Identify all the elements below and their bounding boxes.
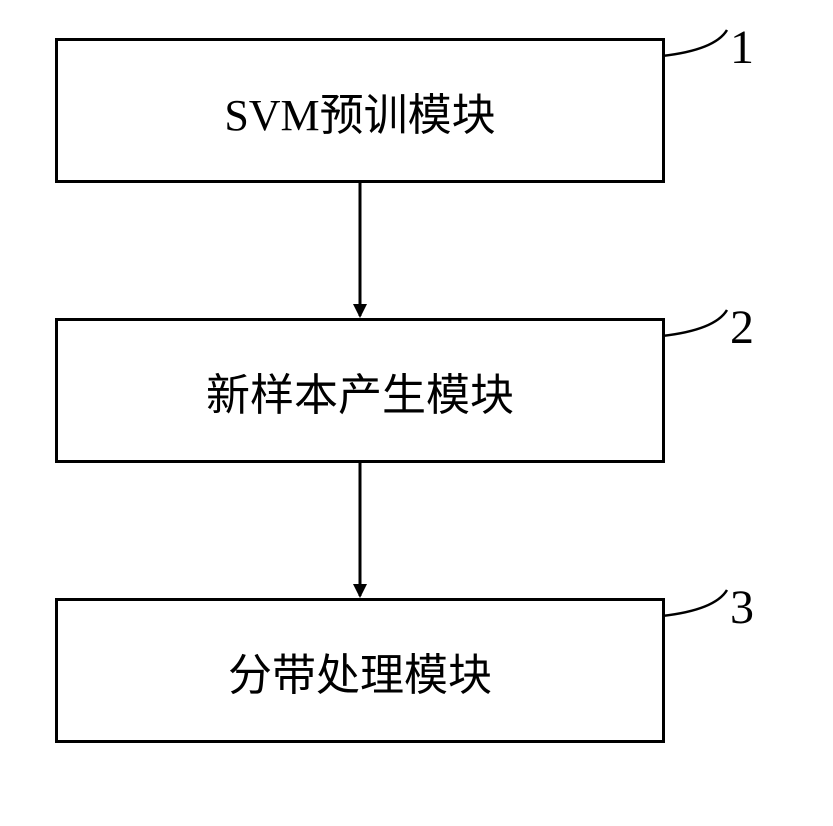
leader-line: [662, 590, 727, 616]
node-number-label: 1: [730, 20, 754, 75]
node-label: 新样本产生模块: [206, 359, 514, 423]
node-number-label: 2: [730, 300, 754, 355]
flowchart-diagram: SVM预训模块新样本产生模块分带处理模块 1 2 3: [0, 0, 833, 826]
leader-line: [662, 310, 727, 336]
leader-line: [662, 30, 727, 56]
flowchart-node-box2: 新样本产生模块: [55, 318, 665, 463]
node-label: SVM预训模块: [224, 79, 495, 143]
node-label: 分带处理模块: [228, 639, 492, 703]
leaders-group: [662, 30, 727, 616]
flowchart-node-box3: 分带处理模块: [55, 598, 665, 743]
flowchart-node-box1: SVM预训模块: [55, 38, 665, 183]
node-number-label: 3: [730, 580, 754, 635]
